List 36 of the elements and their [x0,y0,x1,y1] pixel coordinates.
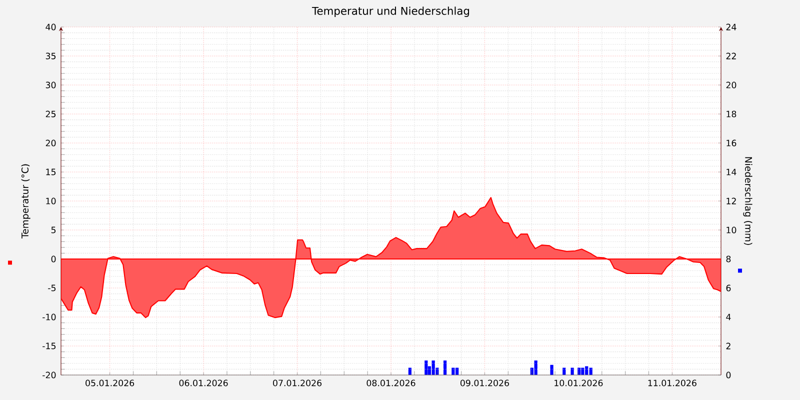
y-tick-label: 35 [46,52,56,60]
y-tick-label: -15 [42,342,56,350]
y-tick-label: 40 [46,24,56,30]
y-tick-label: -10 [42,314,56,320]
y-tick-label: 0 [51,256,56,262]
y2-axis-title: Niederschlag (mm) [743,157,752,245]
y2-tick-label: 22 [726,52,736,60]
x-tick-label: 11.01.2026 [648,380,696,386]
y-tick-label: 10 [46,198,56,204]
y-axis-title: Temperatur (°C) [21,164,30,239]
x-tick-label: 08.01.2026 [366,380,416,386]
y-tick-label: -5 [48,284,56,292]
y-tick-label: 20 [46,140,56,146]
y2-tick-label: 6 [726,284,731,292]
y-tick-label: 15 [46,168,56,176]
y2-tick-label: 16 [726,140,736,146]
y2-tick-label: 8 [726,256,731,262]
y-tick-label: 5 [51,226,56,234]
y2-tick-label: 0 [726,372,731,378]
y2-tick-label: 12 [726,198,736,204]
y2-tick-label: 18 [726,110,736,118]
y2-tick-label: 24 [726,24,736,30]
x-tick-label: 09.01.2026 [460,380,509,386]
y2-tick-label: 20 [726,82,736,88]
x-tick-label: 05.01.2026 [86,380,134,386]
x-tick-label: 06.01.2026 [179,380,228,386]
y-tick-label: -20 [42,372,56,378]
chart-title: Temperatur und Niederschlag [312,6,470,17]
x-tick-label: 10.01.2026 [554,380,603,386]
y-tick-label: 25 [46,110,56,118]
y-tick-label: 30 [46,82,56,88]
y2-tick-label: 2 [726,342,730,350]
y2-tick-label: 14 [726,168,736,176]
x-tick-label: 07.01.2026 [273,380,322,386]
y2-tick-label: 10 [726,226,736,234]
y2-tick-label: 4 [726,314,731,320]
